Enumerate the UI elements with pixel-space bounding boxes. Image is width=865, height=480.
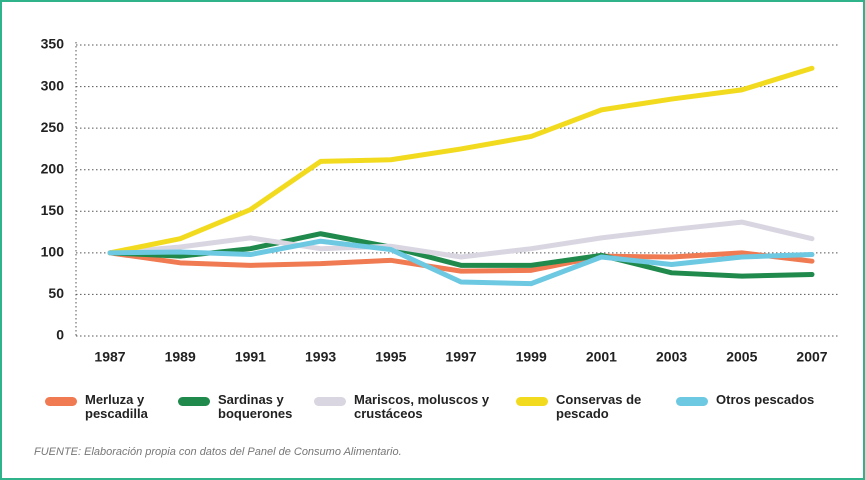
x-tick-label: 1995	[375, 349, 406, 365]
legend-item: Otros pescados	[676, 393, 846, 407]
legend-swatch	[314, 397, 346, 406]
x-tick-label: 1997	[445, 349, 476, 365]
legend-item: Merluza y pescadilla	[45, 393, 180, 421]
x-tick-label: 2005	[726, 349, 757, 365]
legend-swatch	[45, 397, 77, 406]
x-tick-label: 1987	[94, 349, 125, 365]
x-tick-label: 2007	[796, 349, 827, 365]
series-line	[107, 238, 815, 287]
x-tick-label: 1993	[305, 349, 336, 365]
source-note: FUENTE: Elaboración propia con datos del…	[34, 446, 402, 458]
y-tick-label: 100	[41, 244, 65, 260]
legend-swatch	[516, 397, 548, 406]
y-tick-label: 300	[41, 77, 65, 93]
legend-label: Conservas de pescado	[556, 392, 642, 421]
x-tick-label: 1991	[235, 349, 266, 365]
y-tick-label: 250	[41, 119, 65, 135]
series-line	[107, 219, 815, 260]
legend-item: Conservas de pescado	[516, 393, 671, 421]
x-tick-label: 2001	[586, 349, 617, 365]
series-line	[107, 65, 815, 256]
series-line	[107, 250, 815, 274]
y-tick-label: 50	[48, 285, 64, 301]
x-tick-label: 1989	[165, 349, 196, 365]
legend-swatch	[676, 397, 708, 406]
x-tick-label: 1999	[516, 349, 547, 365]
legend-item: Mariscos, moluscos y crustáceos	[314, 393, 514, 421]
legend-label: Merluza y pescadilla	[85, 392, 148, 421]
y-tick-label: 350	[41, 36, 65, 52]
legend-label: Mariscos, moluscos y crustáceos	[354, 392, 490, 421]
x-tick-label: 2003	[656, 349, 687, 365]
legend-swatch	[178, 397, 210, 406]
legend: Merluza y pescadilla Sardinas y boquerone…	[0, 393, 865, 433]
legend-label: Otros pescados	[716, 392, 815, 407]
y-tick-label: 150	[41, 202, 65, 218]
y-tick-label: 0	[56, 327, 64, 343]
legend-label: Sardinas y boquerones	[218, 392, 293, 421]
y-tick-label: 200	[41, 160, 65, 176]
legend-item: Sardinas y boquerones	[178, 393, 313, 421]
